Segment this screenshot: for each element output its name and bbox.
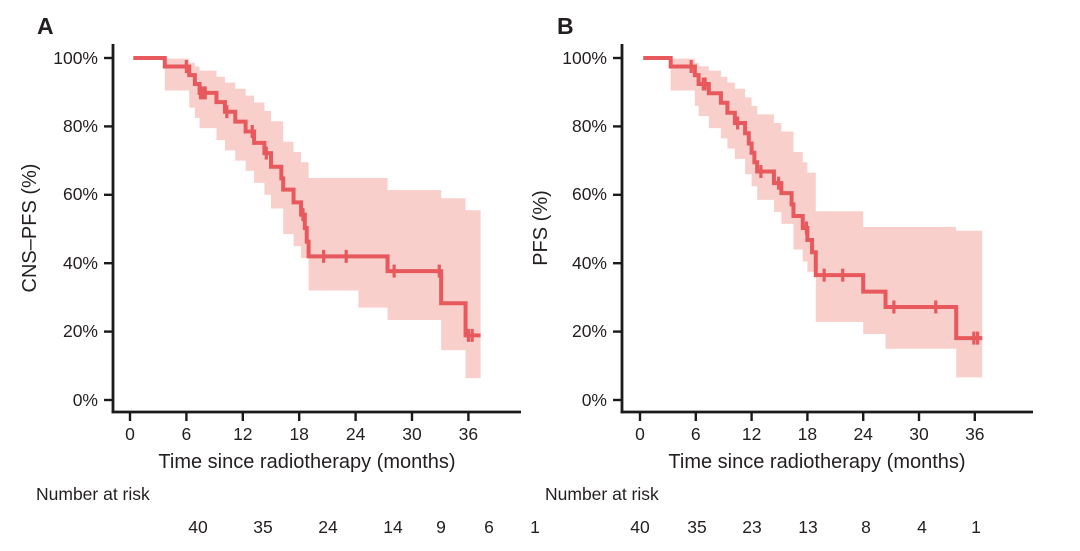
x-tick-label: 6	[181, 424, 192, 444]
x-tick-label: 18	[797, 424, 818, 444]
x-tick-label: 12	[741, 424, 762, 444]
confidence-band	[164, 58, 481, 379]
x-tick-label: 36	[965, 424, 985, 444]
panel-a-number-at-risk-label: Number at risk	[36, 484, 150, 504]
risk-count: 24	[318, 517, 338, 537]
risk-count: 40	[630, 517, 650, 537]
panel-b-x-axis-title: Time since radiotherapy (months)	[668, 451, 966, 473]
x-tick-label: 24	[853, 424, 873, 444]
confidence-band	[670, 58, 983, 378]
risk-count: 8	[861, 517, 871, 537]
x-tick-label: 30	[909, 424, 929, 444]
risk-count: 35	[687, 517, 707, 537]
y-tick-label: 40%	[571, 252, 607, 273]
x-tick-label: 0	[635, 424, 645, 444]
x-tick-label: 24	[345, 424, 366, 444]
risk-count: 9	[436, 517, 446, 537]
y-tick-label: 80%	[571, 115, 607, 136]
panel-b-label: B	[557, 13, 574, 39]
risk-count: 35	[253, 517, 273, 537]
risk-count: 1	[530, 517, 540, 537]
panel-a-x-axis-title: Time since radiotherapy (months)	[158, 451, 456, 473]
panel-a-label: A	[37, 13, 54, 39]
panel-b-number-at-risk-label: Number at risk	[545, 484, 659, 504]
y-tick-label: 60%	[62, 184, 98, 205]
y-tick-label: 0%	[72, 389, 98, 410]
x-tick-label: 12	[233, 424, 253, 444]
y-tick-label: 20%	[571, 321, 607, 342]
y-tick-label: 100%	[562, 47, 607, 68]
risk-count: 1	[971, 517, 981, 537]
x-tick-label: 36	[458, 424, 479, 444]
x-tick-label: 30	[402, 424, 422, 444]
x-tick-label: 0	[125, 424, 135, 444]
panel-a-y-axis-title: CNS–PFS (%)	[18, 163, 41, 293]
y-tick-label: 60%	[571, 184, 607, 205]
panel-b-y-axis-title: PFS (%)	[529, 190, 552, 266]
y-tick-label: 40%	[62, 252, 98, 273]
x-tick-label: 18	[289, 424, 309, 444]
survival-curve	[643, 56, 983, 341]
y-tick-label: 100%	[53, 47, 98, 68]
risk-count: 14	[383, 517, 403, 537]
survival-curve	[133, 56, 481, 338]
risk-count: 23	[742, 517, 762, 537]
y-tick-label: 20%	[62, 321, 98, 342]
risk-count: 4	[917, 517, 927, 537]
y-tick-label: 0%	[581, 389, 607, 410]
x-tick-label: 6	[690, 424, 701, 444]
risk-count: 13	[798, 517, 818, 537]
y-tick-label: 80%	[62, 115, 98, 136]
risk-count: 40	[188, 517, 208, 537]
risk-count: 6	[484, 517, 494, 537]
